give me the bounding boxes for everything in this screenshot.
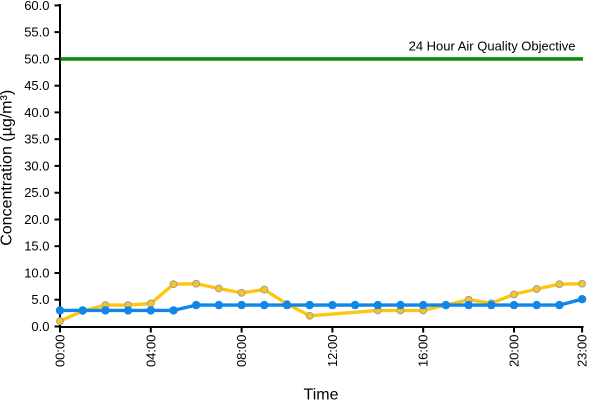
- svg-text:50.0: 50.0: [24, 51, 49, 66]
- svg-text:12:00: 12:00: [325, 335, 340, 368]
- svg-text:40.0: 40.0: [24, 105, 49, 120]
- svg-text:25.0: 25.0: [24, 185, 49, 200]
- svg-text:55.0: 55.0: [24, 25, 49, 40]
- svg-text:00:00: 00:00: [53, 335, 68, 368]
- svg-text:20:00: 20:00: [507, 335, 522, 368]
- svg-text:08:00: 08:00: [234, 335, 249, 368]
- svg-text:35.0: 35.0: [24, 132, 49, 147]
- svg-text:Concentration (µg/m³): Concentration (µg/m³): [0, 90, 16, 246]
- svg-text:16:00: 16:00: [416, 335, 431, 368]
- svg-text:0.0: 0.0: [31, 319, 49, 334]
- svg-text:60.0: 60.0: [24, 0, 49, 13]
- svg-text:Time: Time: [304, 387, 339, 401]
- svg-text:30.0: 30.0: [24, 158, 49, 173]
- svg-text:45.0: 45.0: [24, 78, 49, 93]
- svg-text:15.0: 15.0: [24, 239, 49, 254]
- svg-text:5.0: 5.0: [31, 292, 49, 307]
- svg-text:10.0: 10.0: [24, 266, 49, 281]
- svg-text:20.0: 20.0: [24, 212, 49, 227]
- svg-text:04:00: 04:00: [143, 335, 158, 368]
- svg-text:24 Hour Air Quality Objective: 24 Hour Air Quality Objective: [409, 39, 576, 54]
- svg-text:23:00: 23:00: [575, 335, 590, 368]
